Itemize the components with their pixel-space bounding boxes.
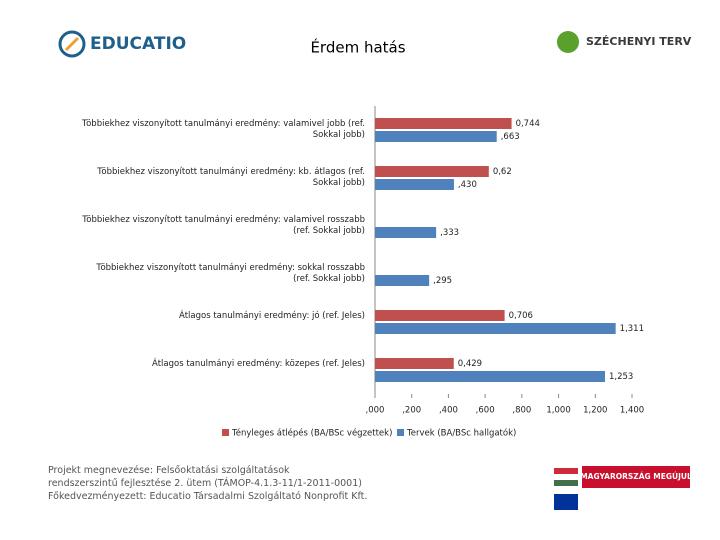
category-label: Többiekhez viszonyított tanulmányi eredm… (82, 119, 365, 140)
data-label: 1,253 (609, 372, 633, 382)
legend-swatch (397, 429, 404, 436)
badge (582, 466, 690, 488)
x-tick-label: ,400 (439, 406, 458, 416)
logo-right: SZÉCHENYI TERV (586, 35, 692, 48)
data-label: ,295 (433, 276, 452, 286)
x-tick-label: 1,200 (583, 406, 607, 416)
category-label: Átlagos tanulmányi eredmény: jó (ref. Je… (179, 311, 365, 321)
bar (375, 118, 512, 129)
bar (375, 275, 430, 286)
chart-title: Érdem hatás (310, 38, 405, 57)
data-label: ,333 (440, 228, 459, 238)
x-tick-label: ,600 (476, 406, 495, 416)
x-tick-label: ,800 (512, 406, 531, 416)
legend-label: Tényleges átlépés (BA/BSc végzettek) (231, 428, 392, 439)
bar (375, 323, 616, 334)
data-label: 0,706 (509, 311, 533, 321)
bar (375, 179, 454, 190)
flag (554, 480, 578, 486)
data-label: 0,62 (493, 167, 512, 177)
footer-line: Projekt megnevezése: Felsőoktatási szolg… (48, 465, 290, 476)
data-label: ,663 (501, 132, 520, 142)
logo-icon (557, 31, 579, 53)
bar (375, 371, 606, 382)
category-label: Többiekhez viszonyított tanulmányi eredm… (82, 215, 365, 236)
bar (375, 358, 454, 369)
legend-label: Tervek (BA/BSc hallgatók) (406, 428, 516, 439)
bar (375, 310, 505, 321)
category-label: Többiekhez viszonyított tanulmányi eredm… (97, 167, 365, 188)
x-tick-label: 1,400 (620, 406, 644, 416)
bar (375, 166, 489, 177)
data-label: 1,311 (620, 324, 644, 334)
data-label: 0,429 (458, 359, 482, 369)
bar (375, 227, 437, 238)
footer-line: Főkedvezményezett: Educatio Társadalmi S… (48, 491, 368, 502)
eu-flag (554, 494, 578, 510)
x-tick-label: 1,000 (546, 406, 570, 416)
flag (554, 474, 578, 480)
logo-icon (58, 30, 86, 58)
category-label: Átlagos tanulmányi eredmény: közepes (re… (152, 359, 365, 369)
logo-icon (64, 36, 80, 52)
bar (375, 131, 497, 142)
x-tick-label: ,200 (402, 406, 421, 416)
data-label: ,430 (458, 180, 477, 190)
badge-text: MAGYARORSZÁG MEGÚJUL (580, 472, 692, 481)
x-tick-label: ,000 (366, 406, 385, 416)
legend-swatch (222, 429, 229, 436)
footer-line: rendszerszintű fejlesztése 2. ütem (TÁMO… (48, 478, 362, 489)
data-label: 0,744 (516, 119, 540, 129)
logo-left: EDUCATIO (90, 34, 186, 54)
category-label: Többiekhez viszonyított tanulmányi eredm… (96, 263, 365, 284)
